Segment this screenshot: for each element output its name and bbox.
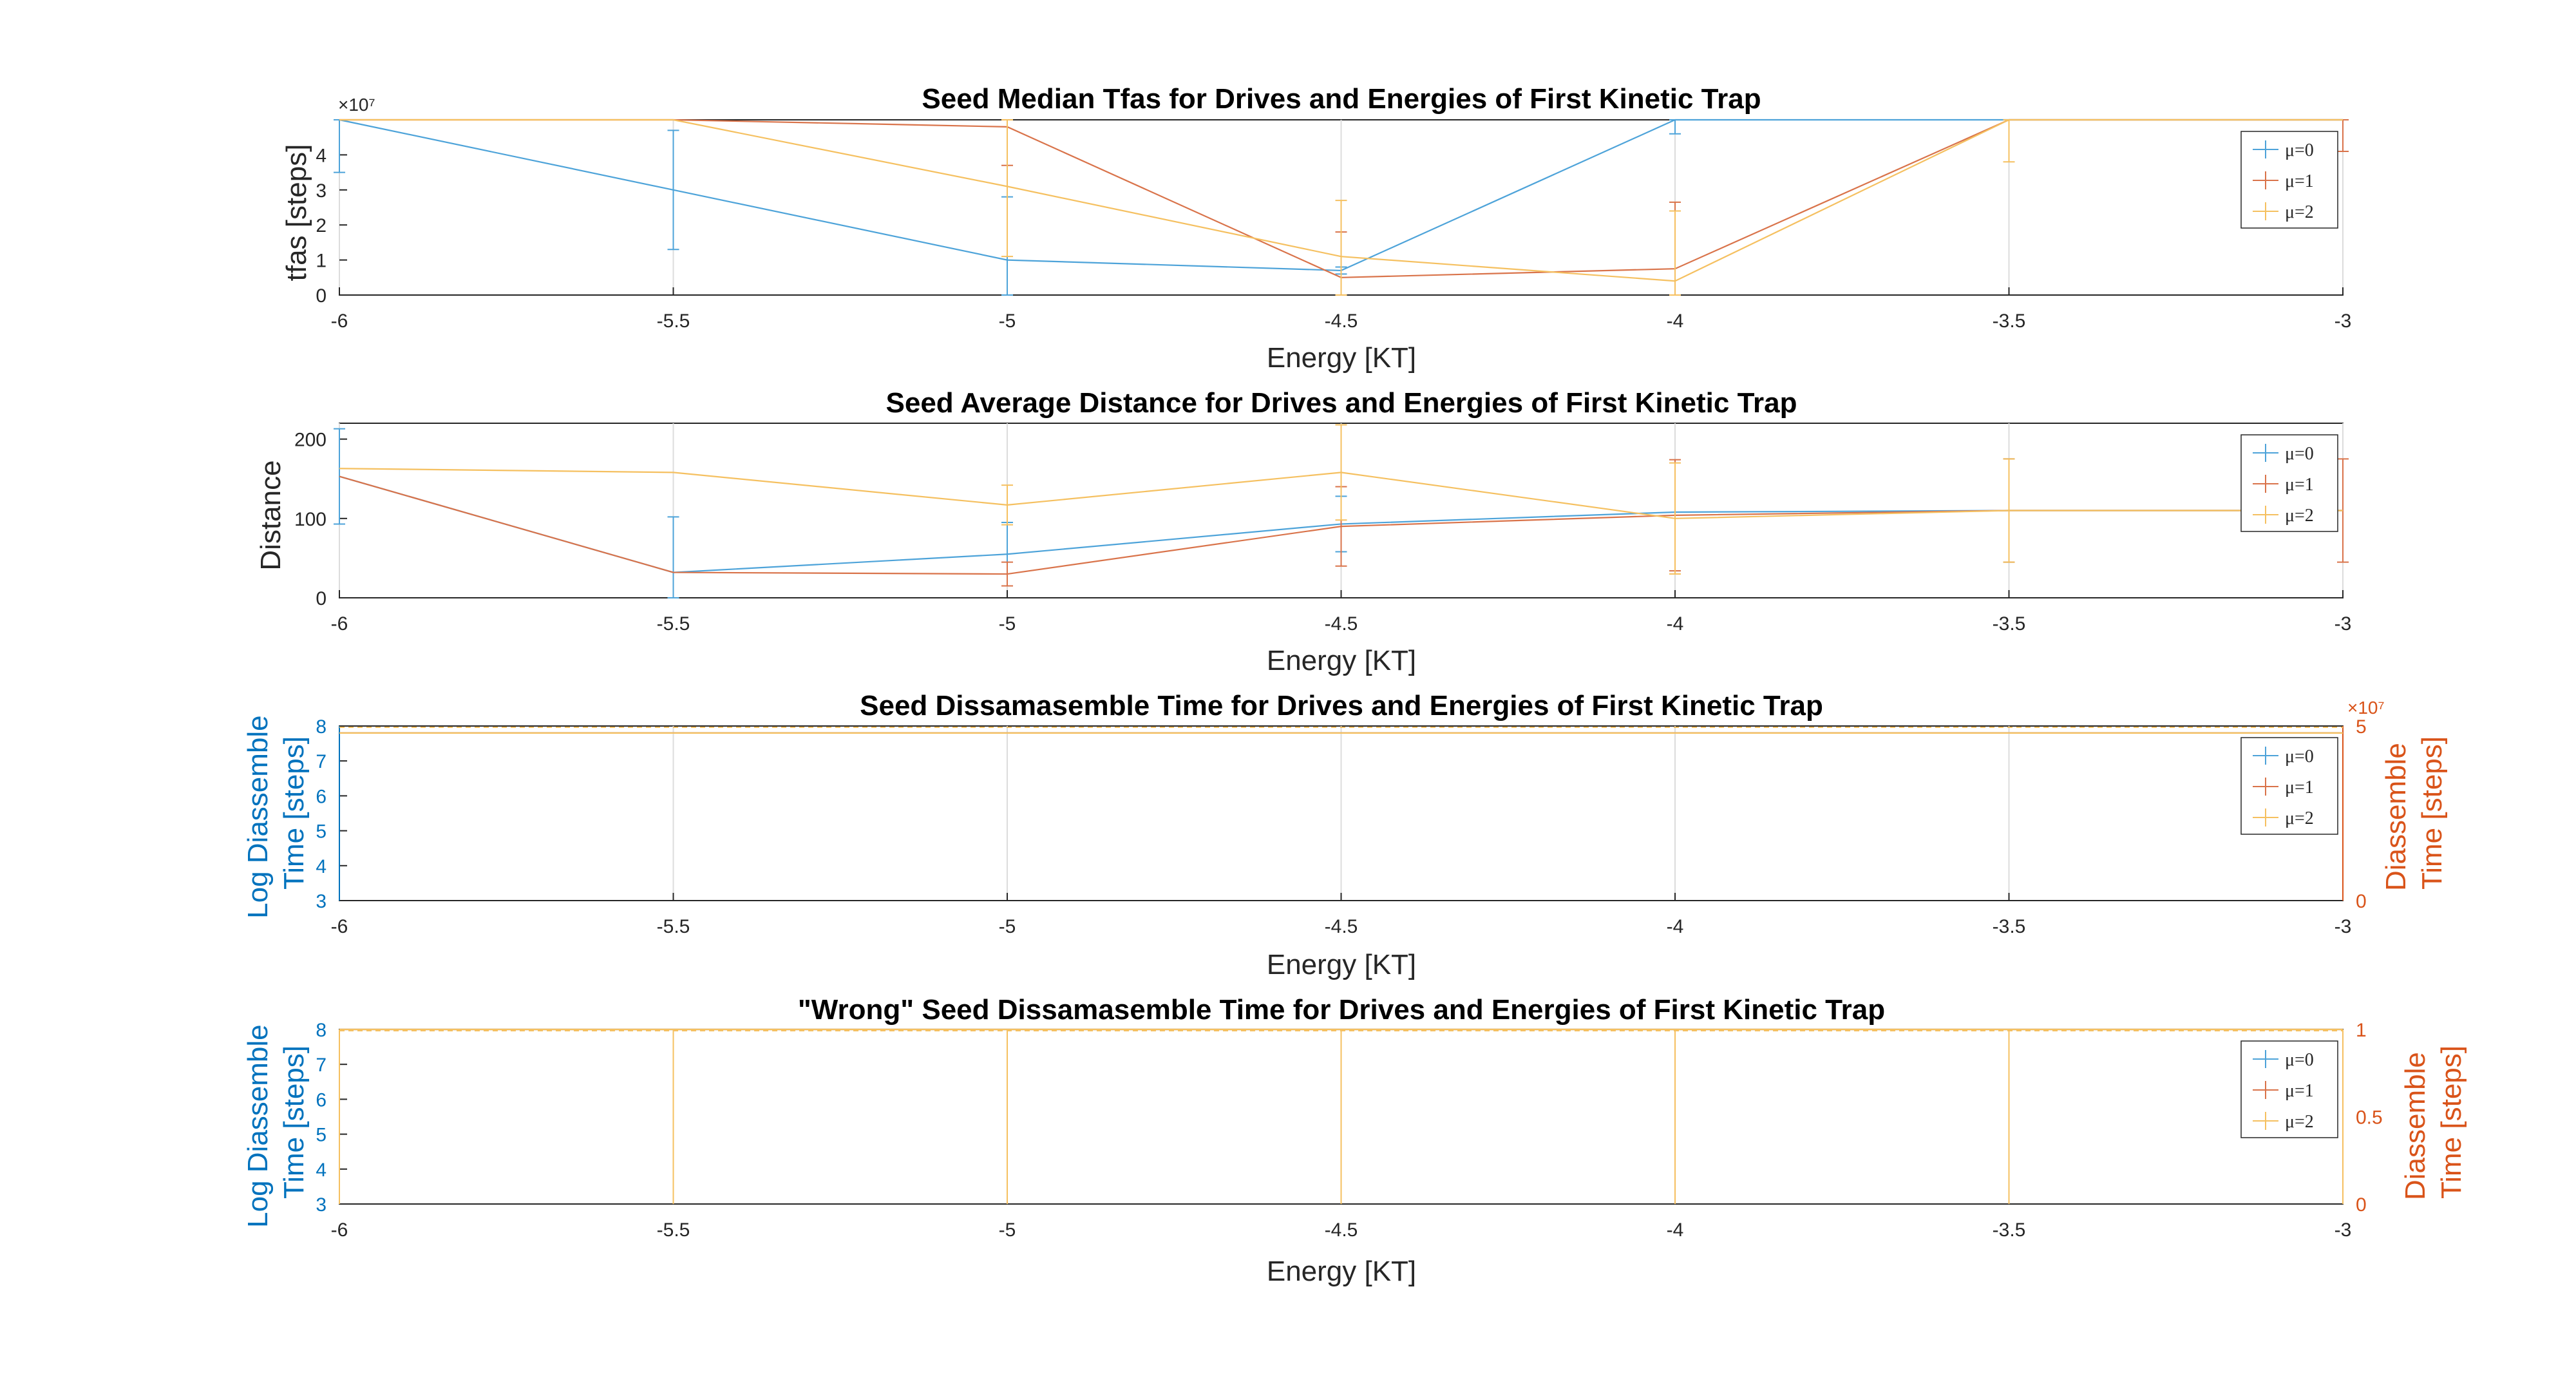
right-y-tick-label: 0.5	[2356, 1107, 2383, 1129]
panel-2: -6 -5.5 -5 -4.5 -4 -3.5 -3 0 100 200 μ=0 μ=1 μ=2	[294, 423, 2351, 635]
x-tick-label: -3.5	[1993, 916, 2026, 937]
legend-label: μ=2	[2285, 202, 2314, 222]
y-tick-label: 5	[316, 1125, 327, 1146]
panel-3-title: Seed Dissamasemble Time for Drives and E…	[860, 690, 1823, 721]
right-y-tick-label: 1	[2356, 1020, 2367, 1041]
legend-label: μ=2	[2285, 808, 2314, 828]
panel-4-ylabel-left-line1: Log Diassemble	[242, 1024, 274, 1228]
panel-3-ylabel-left-line2: Time [steps]	[278, 736, 310, 890]
legend-label: μ=2	[2285, 1112, 2314, 1132]
x-tick-label: -5	[999, 916, 1016, 937]
right-y-tick-label: 5	[2356, 716, 2367, 738]
y-tick-label: 0	[316, 285, 327, 307]
x-tick-label: -6	[331, 916, 348, 937]
x-tick-label: -4	[1667, 613, 1684, 635]
x-tick-label: -5.5	[657, 613, 690, 635]
panel-1: -6 -5.5 -5 -4.5 -4 -3.5 -3 0 1 2 3 4 μ=0 μ=1 μ=2	[316, 119, 2352, 332]
x-tick-label: -3	[2334, 916, 2352, 937]
x-tick-label: -4	[1667, 916, 1684, 937]
legend-label: μ=2	[2285, 506, 2314, 526]
x-tick-label: -6	[331, 311, 348, 332]
panel-2-ylabel: Distance	[255, 460, 287, 570]
panel-1-ylabel: tfas [steps]	[281, 144, 312, 282]
x-tick-label: -5	[999, 1219, 1016, 1241]
panel-3-right-exponent: ×10⁷	[2347, 698, 2385, 718]
y-tick-label: 1	[316, 251, 327, 272]
right-y-tick-label: 0	[2356, 891, 2367, 912]
y-tick-label: 6	[316, 786, 327, 807]
panel-3-ylabel-right-line1: Diassemble	[2380, 743, 2412, 891]
y-tick-label: 2	[316, 215, 327, 236]
y-tick-label: 7	[316, 751, 327, 772]
y-tick-label: 4	[316, 856, 327, 877]
legend: μ=0 μ=1 μ=2	[2240, 737, 2338, 835]
panel-3-ylabel-left: Log Diassemble Time [steps]	[242, 707, 310, 919]
panel-3-ylabel-left-line1: Log Diassemble	[242, 715, 274, 919]
panel-4-ylabel-left: Log Diassemble Time [steps]	[242, 1017, 310, 1228]
x-tick-label: -4	[1667, 311, 1684, 332]
legend-label: μ=1	[2285, 171, 2314, 191]
y-tick-label: 200	[294, 430, 327, 451]
legend: μ=0 μ=1 μ=2	[2240, 131, 2338, 229]
x-tick-label: -6	[331, 613, 348, 635]
legend-label: μ=1	[2285, 778, 2314, 798]
panel-4-title: "Wrong" Seed Dissamasemble Time for Driv…	[798, 994, 1885, 1026]
y-tick-label: 3	[316, 891, 327, 912]
legend-label: μ=1	[2285, 475, 2314, 495]
x-tick-label: -5.5	[657, 311, 690, 332]
legend-label: μ=0	[2285, 1050, 2314, 1070]
x-tick-label: -3.5	[1993, 613, 2026, 635]
x-tick-label: -5.5	[657, 916, 690, 937]
panel-3-xlabel: Energy [KT]	[1267, 949, 1416, 980]
x-tick-label: -4.5	[1325, 613, 1358, 635]
x-tick-label: -3	[2334, 1219, 2352, 1241]
panel-2-title: Seed Average Distance for Drives and Ene…	[886, 387, 1797, 419]
x-tick-label: -3.5	[1993, 1219, 2026, 1241]
panel-4-ylabel-left-line2: Time [steps]	[278, 1046, 310, 1199]
y-tick-label: 4	[316, 1160, 327, 1181]
x-tick-label: -4.5	[1325, 916, 1358, 937]
x-tick-label: -3	[2334, 311, 2352, 332]
panel-4-ylabel-right: Diassemble Time [steps]	[2400, 1044, 2467, 1200]
panel-3-ylabel-right-line2: Time [steps]	[2416, 736, 2448, 890]
panel-3: -6 -5.5 -5 -4.5 -4 -3.5 -3 3 4 5 6 7 8 0 5 μ=0 μ=1 μ=2	[316, 716, 2366, 937]
x-tick-label: -3	[2334, 613, 2352, 635]
panel-4: -6 -5.5 -5 -4.5 -4 -3.5 -3 3 4 5 6 7 8 0 0.5 1 μ=0 μ=1 μ=2	[316, 1020, 2382, 1241]
y-tick-label: 3	[316, 1194, 327, 1216]
legend-label: μ=0	[2285, 444, 2314, 464]
x-tick-label: -3.5	[1993, 311, 2026, 332]
panel-1-xlabel: Energy [KT]	[1267, 342, 1416, 374]
y-tick-label: 8	[316, 1020, 327, 1041]
x-tick-label: -6	[331, 1219, 348, 1241]
y-tick-label: 100	[294, 509, 327, 530]
y-tick-label: 3	[316, 180, 327, 202]
x-tick-label: -4.5	[1325, 311, 1358, 332]
panel-4-ylabel-right-line1: Diassemble	[2400, 1052, 2431, 1200]
y-tick-label: 8	[316, 716, 327, 738]
panel-3-ylabel-right: Diassemble Time [steps]	[2380, 735, 2448, 891]
x-tick-label: -5	[999, 311, 1016, 332]
panel-4-ylabel-right-line2: Time [steps]	[2436, 1046, 2467, 1199]
panel-4-xlabel: Energy [KT]	[1267, 1256, 1416, 1287]
x-tick-label: -4.5	[1325, 1219, 1358, 1241]
panel-1-title: Seed Median Tfas for Drives and Energies…	[922, 83, 1761, 115]
x-tick-label: -4	[1667, 1219, 1684, 1241]
right-y-tick-label: 0	[2356, 1194, 2367, 1216]
panel-2-xlabel: Energy [KT]	[1267, 645, 1416, 676]
legend: μ=0 μ=1 μ=2	[2240, 1040, 2338, 1138]
y-tick-label: 6	[316, 1089, 327, 1111]
y-tick-label: 0	[316, 588, 327, 609]
y-tick-label: 7	[316, 1055, 327, 1076]
legend-label: μ=0	[2285, 747, 2314, 767]
panel-1-y-exponent: ×10⁷	[338, 95, 375, 115]
legend: μ=0 μ=1 μ=2	[2240, 434, 2338, 532]
x-tick-label: -5.5	[657, 1219, 690, 1241]
legend-label: μ=0	[2285, 140, 2314, 160]
y-tick-label: 5	[316, 821, 327, 843]
legend-label: μ=1	[2285, 1081, 2314, 1101]
x-tick-label: -5	[999, 613, 1016, 635]
y-tick-label: 4	[316, 145, 327, 166]
